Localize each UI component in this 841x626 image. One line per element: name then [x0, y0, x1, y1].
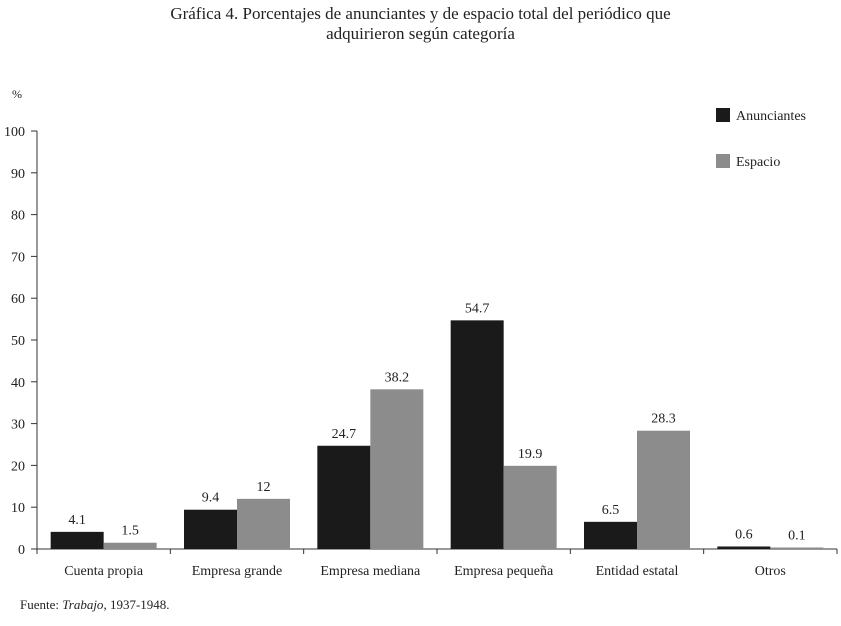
- x-tick-label: Empresa grande: [192, 564, 283, 579]
- bar-espacio: [770, 547, 824, 549]
- y-tick-label: 80: [11, 209, 25, 224]
- bar-anunciantes: [450, 320, 504, 549]
- y-axis-unit-label: %: [12, 87, 22, 101]
- data-label: 24.7: [332, 427, 357, 442]
- y-tick-label: 0: [18, 543, 25, 558]
- x-tick-label: Otros: [755, 564, 786, 579]
- data-label: 54.7: [465, 301, 490, 316]
- data-label: 4.1: [68, 513, 86, 528]
- data-label: 12: [257, 480, 271, 495]
- bar-espacio: [503, 465, 557, 549]
- data-label: 0.6: [735, 527, 753, 542]
- bar-anunciantes: [584, 521, 637, 549]
- legend-swatch: [716, 108, 730, 122]
- y-tick-label: 100: [4, 125, 25, 140]
- bar-espacio: [370, 389, 424, 549]
- bar-anunciantes: [317, 445, 371, 549]
- chart-title-line-1: Gráfica 4. Porcentajes de anunciantes y …: [170, 4, 671, 23]
- legend-label: Espacio: [736, 155, 780, 170]
- x-tick-label: Empresa pequeña: [454, 564, 554, 579]
- source-work-title: Trabajo: [62, 597, 104, 612]
- chart-title: Gráfica 4. Porcentajes de anunciantes y …: [0, 4, 841, 44]
- legend-swatch: [716, 154, 730, 168]
- x-tick-label: Entidad estatal: [596, 564, 679, 579]
- y-tick-label: 40: [11, 376, 25, 391]
- x-tick-label: Cuenta propia: [64, 564, 144, 579]
- data-label: 19.9: [518, 447, 543, 462]
- y-tick-label: 30: [11, 418, 25, 433]
- bars: 4.1 9.4 24.7 54.7 6.5 0.6 1.5 12 38.2 19.9 28.3 0.1: [50, 301, 824, 549]
- y-tick-label: 20: [11, 459, 25, 474]
- axes: 0 10 20 30 40 50 60 70 80 90 100 Cuenta propia Empre…: [4, 125, 838, 579]
- legend-label: Anunciantes: [736, 109, 806, 124]
- data-label: 28.3: [651, 412, 676, 427]
- source-note: Fuente: Trabajo, 1937-1948.: [20, 597, 170, 613]
- legend: Anunciantes Espacio: [716, 108, 806, 170]
- data-label: 6.5: [602, 503, 620, 518]
- data-label: 1.5: [121, 524, 139, 539]
- source-prefix: Fuente:: [20, 597, 63, 612]
- bar-espacio: [637, 430, 690, 549]
- data-label: 0.1: [788, 529, 806, 544]
- y-tick-label: 10: [11, 501, 25, 516]
- chart-title-line-2: adquirieron según categoría: [326, 24, 515, 43]
- bar-anunciantes: [50, 531, 104, 549]
- y-tick-label: 70: [11, 250, 25, 265]
- bar-anunciantes: [184, 509, 237, 549]
- data-label: 38.2: [385, 370, 410, 385]
- source-suffix: , 1937-1948.: [103, 597, 170, 612]
- x-tick-label: Empresa mediana: [320, 564, 421, 579]
- bar-anunciantes: [717, 546, 771, 549]
- data-label: 9.4: [202, 491, 220, 506]
- y-tick-label: 90: [11, 167, 25, 182]
- bar-espacio: [103, 542, 157, 549]
- bar-espacio: [237, 498, 290, 549]
- y-tick-label: 60: [11, 292, 25, 307]
- y-tick-label: 50: [11, 334, 25, 349]
